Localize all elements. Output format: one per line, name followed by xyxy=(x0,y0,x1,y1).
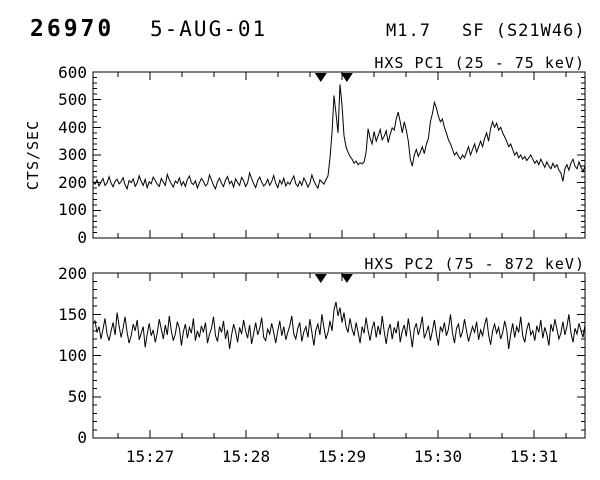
p1-ytick-500: 500 xyxy=(58,90,87,109)
flare-event-marker xyxy=(314,274,327,283)
hxs-pc1-plot xyxy=(92,71,586,239)
xtick-1528: 15:28 xyxy=(222,447,270,466)
p2-ytick-200: 200 xyxy=(58,264,87,283)
p1-ytick-200: 200 xyxy=(58,173,87,192)
p1-ytick-0: 0 xyxy=(77,228,87,247)
panel1-y-axis-label: CTS/SEC xyxy=(24,120,42,190)
flare-type-location: SF (S21W46) xyxy=(462,21,586,41)
flare-event-marker xyxy=(314,73,327,82)
data-trace xyxy=(92,84,586,191)
p1-ytick-600: 600 xyxy=(58,63,87,82)
xtick-1530: 15:30 xyxy=(414,447,462,466)
p1-ytick-400: 400 xyxy=(58,118,87,137)
event-number: 26970 xyxy=(30,16,115,42)
xtick-1531: 15:31 xyxy=(510,447,558,466)
xtick-1527: 15:27 xyxy=(126,447,174,466)
flare-event-marker xyxy=(340,274,353,283)
p2-ytick-0: 0 xyxy=(77,428,87,447)
panel2-title: HXS PC2 (75 - 872 keV) xyxy=(364,255,585,273)
data-trace xyxy=(92,301,586,349)
hxs-pc2-plot xyxy=(92,272,586,439)
p2-ytick-50: 50 xyxy=(68,387,87,406)
event-date: 5-AUG-01 xyxy=(150,17,268,41)
flare-event-marker xyxy=(340,73,353,82)
xtick-1529: 15:29 xyxy=(318,447,366,466)
p1-ytick-100: 100 xyxy=(58,200,87,219)
p1-ytick-300: 300 xyxy=(58,145,87,164)
p2-ytick-100: 100 xyxy=(58,346,87,365)
goes-class: M1.7 xyxy=(386,21,431,41)
panel1-title: HXS PC1 (25 - 75 keV) xyxy=(374,54,585,72)
p2-ytick-150: 150 xyxy=(58,305,87,324)
plot-frame xyxy=(92,272,586,439)
